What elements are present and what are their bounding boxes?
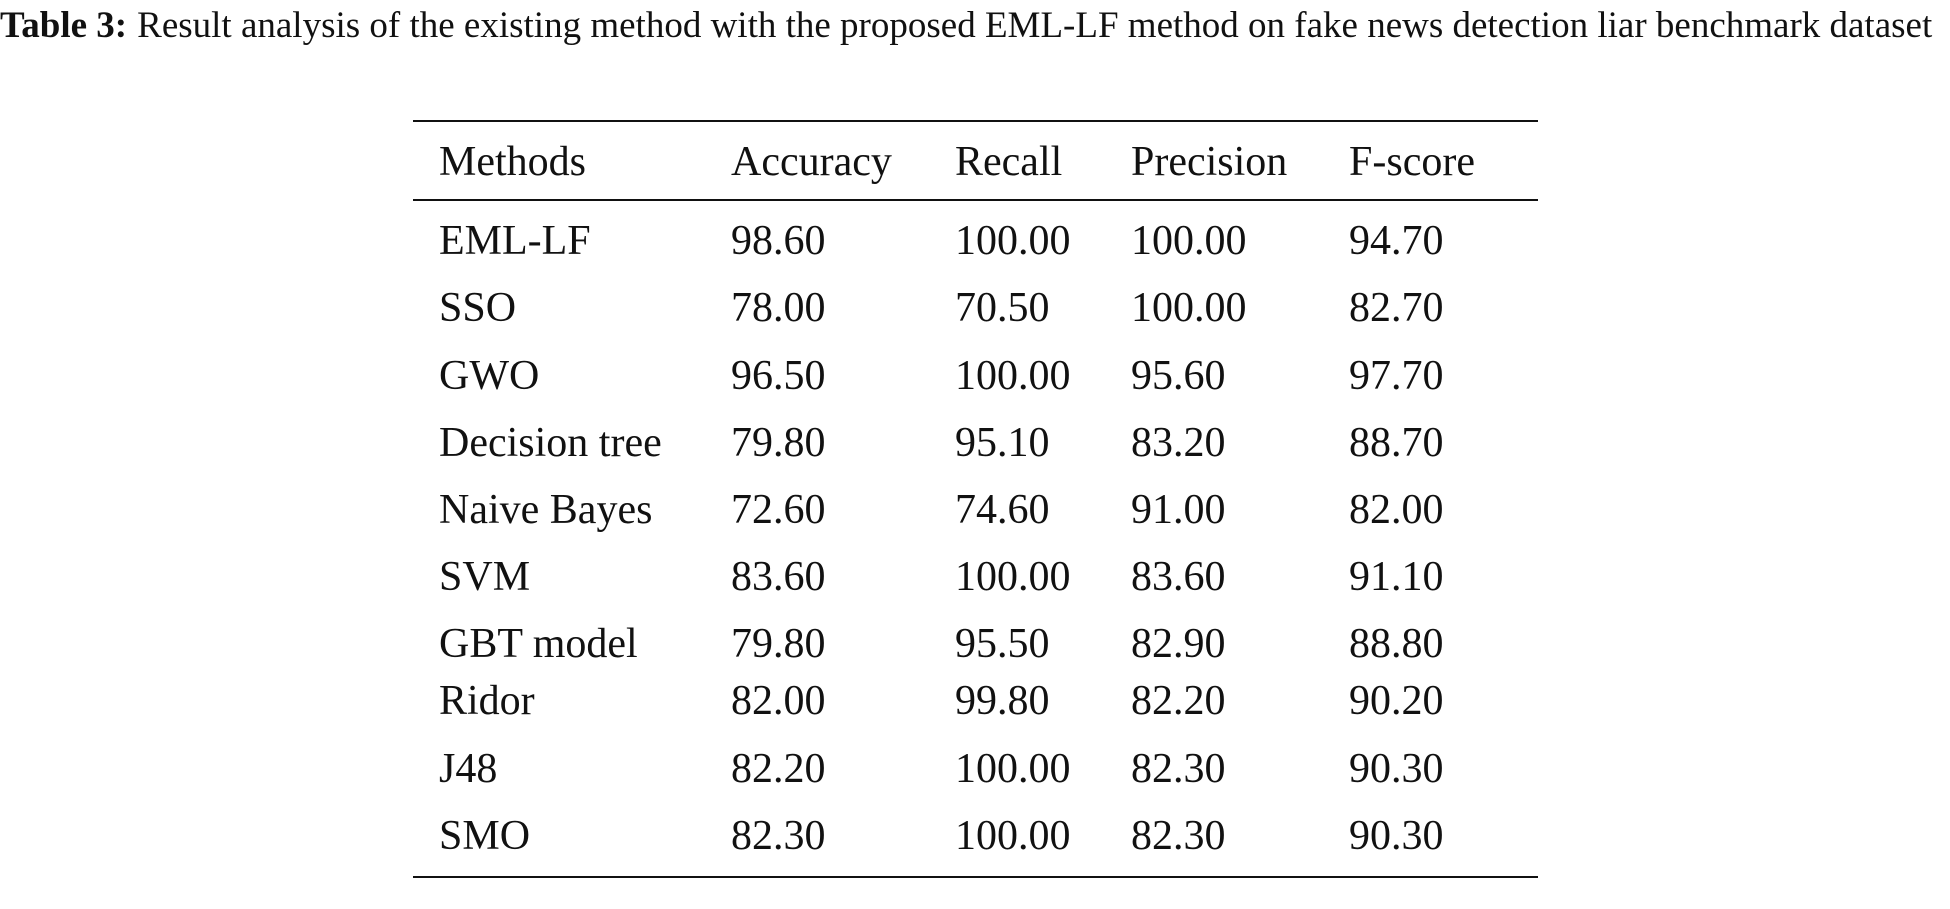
value-cell: 100.00 (955, 813, 1071, 859)
method-cell: EML-LF (439, 218, 591, 264)
method-cell: Decision tree (439, 420, 662, 466)
top-rule (413, 120, 1538, 122)
value-cell: 100.00 (1131, 285, 1247, 331)
value-cell: 82.20 (731, 746, 826, 792)
value-cell: 74.60 (955, 487, 1050, 533)
value-cell: 88.70 (1349, 420, 1444, 466)
value-cell: 100.00 (955, 746, 1071, 792)
method-cell: GWO (439, 353, 540, 399)
method-cell: SSO (439, 285, 517, 331)
method-cell: GBT model (439, 621, 638, 667)
bottom-rule (413, 876, 1538, 878)
value-cell: 100.00 (955, 353, 1071, 399)
value-cell: 79.80 (731, 621, 826, 667)
value-cell: 91.00 (1131, 487, 1226, 533)
table-caption: Table 3: Result analysis of the existing … (0, 0, 1950, 51)
value-cell: 95.10 (955, 420, 1050, 466)
value-cell: 82.30 (1131, 746, 1226, 792)
value-cell: 82.90 (1131, 621, 1226, 667)
value-cell: 82.00 (731, 678, 826, 724)
value-cell: 95.60 (1131, 353, 1226, 399)
value-cell: 83.60 (1131, 554, 1226, 600)
value-cell: 99.80 (955, 678, 1050, 724)
caption-text: Result analysis of the existing method w… (137, 5, 1933, 46)
value-cell: 82.30 (731, 813, 826, 859)
value-cell: 90.30 (1349, 813, 1444, 859)
value-cell: 82.20 (1131, 678, 1226, 724)
header-cell: Precision (1131, 139, 1288, 185)
header-cell: Accuracy (731, 139, 892, 185)
value-cell: 79.80 (731, 420, 826, 466)
value-cell: 82.00 (1349, 487, 1444, 533)
value-cell: 82.70 (1349, 285, 1444, 331)
value-cell: 100.00 (1131, 218, 1247, 264)
value-cell: 98.60 (731, 218, 826, 264)
value-cell: 100.00 (955, 218, 1071, 264)
value-cell: 72.60 (731, 487, 826, 533)
method-cell: Ridor (439, 678, 535, 724)
header-rule (413, 199, 1538, 201)
value-cell: 78.00 (731, 285, 826, 331)
method-cell: Naive Bayes (439, 487, 653, 533)
value-cell: 82.30 (1131, 813, 1226, 859)
value-cell: 90.20 (1349, 678, 1444, 724)
header-cell: Recall (955, 139, 1063, 185)
method-cell: J48 (439, 746, 498, 792)
header-cell: Methods (439, 139, 586, 185)
value-cell: 96.50 (731, 353, 826, 399)
header-cell: F-score (1349, 139, 1475, 185)
caption-label: Table 3: (0, 5, 128, 46)
method-cell: SVM (439, 554, 531, 600)
value-cell: 94.70 (1349, 218, 1444, 264)
value-cell: 83.20 (1131, 420, 1226, 466)
value-cell: 90.30 (1349, 746, 1444, 792)
value-cell: 70.50 (955, 285, 1050, 331)
value-cell: 91.10 (1349, 554, 1444, 600)
value-cell: 97.70 (1349, 353, 1444, 399)
value-cell: 100.00 (955, 554, 1071, 600)
value-cell: 88.80 (1349, 621, 1444, 667)
value-cell: 83.60 (731, 554, 826, 600)
method-cell: SMO (439, 813, 531, 859)
value-cell: 95.50 (955, 621, 1050, 667)
